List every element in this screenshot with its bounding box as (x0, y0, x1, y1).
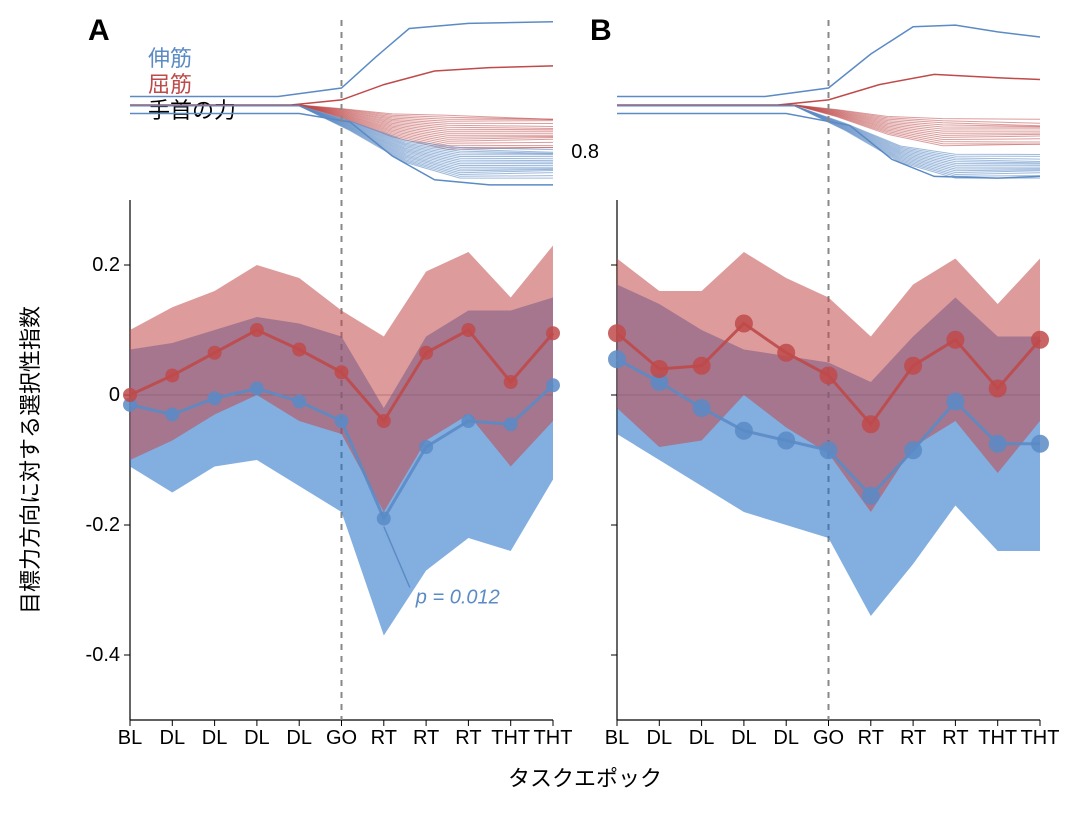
series-marker (377, 414, 391, 428)
series-marker (504, 417, 518, 431)
series-marker (820, 367, 838, 385)
x-tick-label: GO (813, 727, 844, 749)
series-marker (862, 487, 880, 505)
x-tick-label: DL (160, 727, 186, 749)
series-marker (946, 331, 964, 349)
x-tick-label: BL (118, 727, 142, 749)
series-marker (693, 357, 711, 375)
series-marker (693, 399, 711, 417)
series-marker (735, 315, 753, 333)
series-marker (946, 393, 964, 411)
series-marker (377, 512, 391, 526)
legend-item: 屈筋 (148, 72, 192, 97)
x-tick-label: DL (286, 727, 312, 749)
series-marker (608, 350, 626, 368)
x-tick-label: DL (647, 727, 673, 749)
series-marker (165, 408, 179, 422)
series-marker (250, 382, 264, 396)
series-marker (461, 414, 475, 428)
y-axis-title: 目標力方向に対する選択性指数 (18, 306, 43, 614)
series-marker (1031, 331, 1049, 349)
series-marker (208, 346, 222, 360)
x-tick-label: RT (900, 727, 926, 749)
series-marker (461, 323, 475, 337)
series-marker (989, 435, 1007, 453)
series-marker (650, 360, 668, 378)
trace-line (617, 106, 1040, 171)
series-marker (504, 375, 518, 389)
x-tick-label: THT (534, 727, 573, 749)
series-marker (208, 391, 222, 405)
series-marker (546, 378, 560, 392)
series-marker (862, 415, 880, 433)
x-tick-label: THT (1021, 727, 1060, 749)
y-tick-label: 0 (109, 384, 120, 406)
y-tick-label: -0.4 (86, 644, 120, 666)
x-tick-label: DL (244, 727, 270, 749)
top-small-tick: 0.8 (571, 141, 599, 163)
series-marker (608, 324, 626, 342)
series-marker (735, 422, 753, 440)
series-marker (820, 441, 838, 459)
legend-item: 手首の力 (148, 98, 236, 123)
series-marker (1031, 435, 1049, 453)
p-value: p = 0.012 (415, 587, 500, 609)
series-marker (904, 357, 922, 375)
x-tick-label: THT (978, 727, 1017, 749)
series-marker (419, 346, 433, 360)
series-marker (335, 414, 349, 428)
trace-line (617, 74, 1040, 105)
y-tick-label: -0.2 (86, 514, 120, 536)
x-tick-label: RT (858, 727, 884, 749)
series-marker (165, 369, 179, 383)
series-marker (777, 432, 795, 450)
x-tick-label: THT (491, 727, 530, 749)
x-tick-label: RT (942, 727, 968, 749)
x-tick-label: BL (605, 727, 629, 749)
x-tick-label: RT (371, 727, 397, 749)
series-marker (292, 395, 306, 409)
x-tick-label: RT (455, 727, 481, 749)
y-tick-label: 0.2 (92, 254, 120, 276)
x-tick-label: GO (326, 727, 357, 749)
series-marker (335, 365, 349, 379)
x-tick-label: DL (773, 727, 799, 749)
series-marker (123, 388, 137, 402)
series-marker (250, 323, 264, 337)
x-axis-label: タスクエポック (508, 766, 662, 791)
x-tick-label: DL (689, 727, 715, 749)
series-marker (989, 380, 1007, 398)
legend-item: 伸筋 (148, 46, 192, 71)
x-tick-label: DL (202, 727, 228, 749)
series-marker (292, 343, 306, 357)
x-tick-label: DL (731, 727, 757, 749)
series-marker (419, 440, 433, 454)
series-marker (777, 344, 795, 362)
x-tick-label: RT (413, 727, 439, 749)
series-marker (546, 326, 560, 340)
panel-label-b: B (590, 14, 612, 47)
series-marker (904, 441, 922, 459)
panel-label-a: A (88, 14, 110, 47)
